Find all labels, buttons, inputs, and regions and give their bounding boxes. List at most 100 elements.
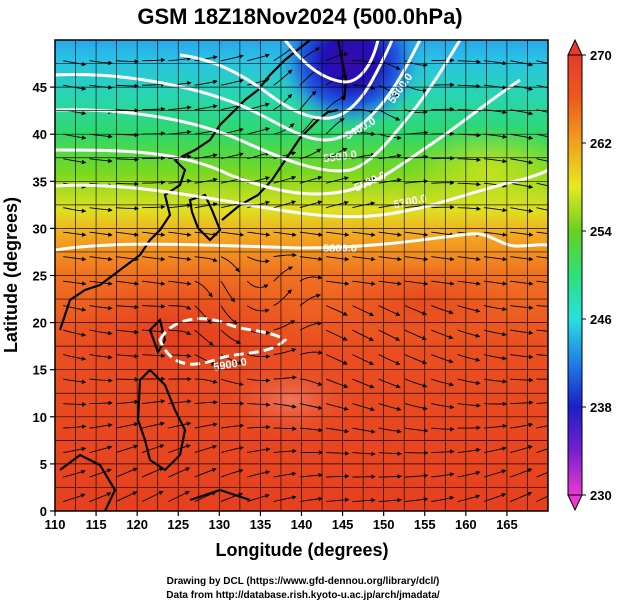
streamline [142, 106, 166, 112]
streamline [220, 492, 244, 503]
streamline [404, 280, 429, 286]
streamline [431, 180, 455, 185]
streamline [115, 83, 140, 89]
streamline [247, 447, 271, 454]
streamline [115, 491, 138, 503]
contour-5800-a [55, 232, 548, 252]
streamline [326, 280, 350, 286]
streamline [273, 123, 295, 135]
y-tick-label: 25 [33, 269, 47, 284]
streamline [168, 280, 192, 286]
x-tick-label: 145 [332, 517, 354, 532]
streamline [273, 403, 297, 409]
streamline [63, 133, 87, 140]
streamline [536, 495, 548, 503]
streamline [378, 280, 402, 286]
chart-title: GSM 18Z18Nov2024 (500.0hPa) [137, 4, 462, 29]
streamline [273, 266, 293, 282]
streamline [431, 354, 454, 364]
streamline [142, 256, 166, 262]
streamline [483, 329, 507, 337]
streamline [247, 424, 271, 430]
streamline [483, 280, 508, 286]
streamline [352, 231, 376, 237]
streamline [326, 231, 350, 237]
streamline [457, 181, 481, 187]
streamline [89, 133, 113, 139]
coastline-borneo [59, 453, 117, 511]
streamline [247, 305, 270, 313]
x-tick-label: 155 [414, 517, 436, 532]
contour-5500 [55, 40, 462, 173]
streamline [325, 354, 348, 365]
streamline [89, 60, 113, 66]
streamline [246, 280, 269, 289]
streamline [404, 403, 428, 411]
streamline [299, 231, 324, 237]
streamline [247, 329, 271, 336]
streamline [378, 354, 401, 365]
streamline [141, 467, 164, 478]
streamline [483, 469, 507, 478]
streamline [168, 421, 192, 429]
contour-5700 [55, 168, 548, 219]
streamline [299, 90, 317, 110]
streamline [194, 467, 217, 478]
streamline [404, 427, 429, 433]
x-tick-label: 150 [373, 517, 395, 532]
streamline [273, 426, 297, 431]
x-tick-label: 110 [45, 517, 66, 532]
streamline [63, 446, 87, 454]
streamline [273, 448, 297, 454]
streamline [115, 59, 140, 64]
streamline [352, 498, 376, 503]
streamline [431, 426, 455, 432]
streamline [168, 203, 192, 209]
streamline [247, 53, 270, 62]
streamline [457, 280, 481, 286]
streamline [510, 445, 533, 454]
streamline [63, 60, 87, 67]
credit-line-dcl: Drawing by DCL (https://www.gfd-dennou.o… [167, 576, 440, 587]
streamline [247, 127, 271, 135]
streamline [404, 329, 427, 341]
streamline [326, 427, 350, 434]
streamline [510, 207, 534, 214]
streamline [299, 378, 323, 386]
streamline [89, 256, 113, 262]
streamline [352, 451, 376, 457]
streamline [325, 305, 348, 316]
streamline [115, 399, 140, 405]
streamline [89, 305, 113, 311]
streamline [194, 422, 218, 429]
streamline [404, 231, 429, 237]
streamline [431, 495, 455, 503]
streamline [273, 348, 297, 356]
x-tick-label: 160 [455, 517, 477, 532]
streamline [457, 206, 481, 211]
streamline [63, 207, 87, 214]
streamline [194, 444, 218, 454]
streamline [299, 403, 323, 410]
streamline [325, 52, 349, 62]
streamline [457, 305, 481, 313]
streamline [457, 157, 481, 162]
streamline [141, 421, 165, 429]
streamline [325, 118, 345, 135]
streamline [220, 54, 244, 62]
lat-lon-grid [55, 40, 548, 511]
streamline [142, 57, 166, 63]
streamline [63, 424, 87, 429]
streamline [142, 353, 166, 358]
streamline [142, 231, 166, 237]
streamline [483, 305, 507, 312]
streamline [431, 403, 455, 410]
y-tick-label: 20 [33, 316, 47, 331]
y-tick-label: 35 [33, 174, 47, 189]
coastline-philippines [136, 368, 187, 472]
streamline [63, 158, 87, 165]
streamline [326, 451, 350, 456]
streamline [431, 204, 455, 210]
streamline [457, 470, 481, 478]
streamline [483, 378, 508, 384]
